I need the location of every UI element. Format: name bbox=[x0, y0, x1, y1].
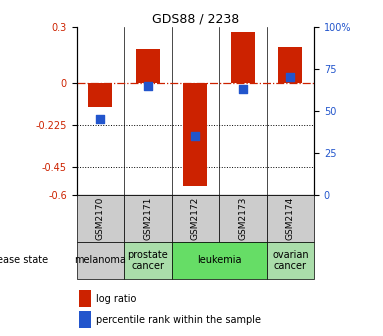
Point bbox=[240, 86, 246, 92]
Bar bbox=[88, 83, 112, 107]
Bar bbox=[79, 290, 91, 307]
Bar bbox=[183, 83, 207, 185]
Bar bbox=[77, 195, 124, 242]
Text: GSM2171: GSM2171 bbox=[143, 197, 152, 240]
Bar bbox=[172, 242, 267, 279]
Bar bbox=[267, 195, 314, 242]
Point bbox=[287, 75, 293, 80]
Bar bbox=[172, 195, 219, 242]
Bar bbox=[267, 242, 314, 279]
Text: GSM2173: GSM2173 bbox=[238, 197, 247, 240]
Bar bbox=[136, 49, 160, 83]
Text: percentile rank within the sample: percentile rank within the sample bbox=[96, 315, 260, 325]
Text: melanoma: melanoma bbox=[74, 255, 126, 265]
Text: GSM2170: GSM2170 bbox=[96, 197, 105, 240]
Bar bbox=[79, 311, 91, 328]
Bar bbox=[278, 47, 302, 83]
Title: GDS88 / 2238: GDS88 / 2238 bbox=[152, 13, 239, 26]
Text: ovarian
cancer: ovarian cancer bbox=[272, 250, 309, 271]
Text: leukemia: leukemia bbox=[197, 255, 241, 265]
Text: GSM2174: GSM2174 bbox=[286, 197, 295, 240]
Text: GSM2172: GSM2172 bbox=[191, 197, 200, 240]
Point bbox=[145, 83, 151, 88]
Bar bbox=[77, 242, 124, 279]
Point bbox=[192, 133, 198, 139]
Text: disease state: disease state bbox=[0, 255, 48, 265]
Text: log ratio: log ratio bbox=[96, 294, 136, 304]
Bar bbox=[231, 33, 255, 83]
Bar bbox=[124, 195, 172, 242]
Text: prostate
cancer: prostate cancer bbox=[128, 250, 168, 271]
Bar bbox=[124, 242, 172, 279]
Point bbox=[97, 117, 103, 122]
Bar bbox=[219, 195, 267, 242]
